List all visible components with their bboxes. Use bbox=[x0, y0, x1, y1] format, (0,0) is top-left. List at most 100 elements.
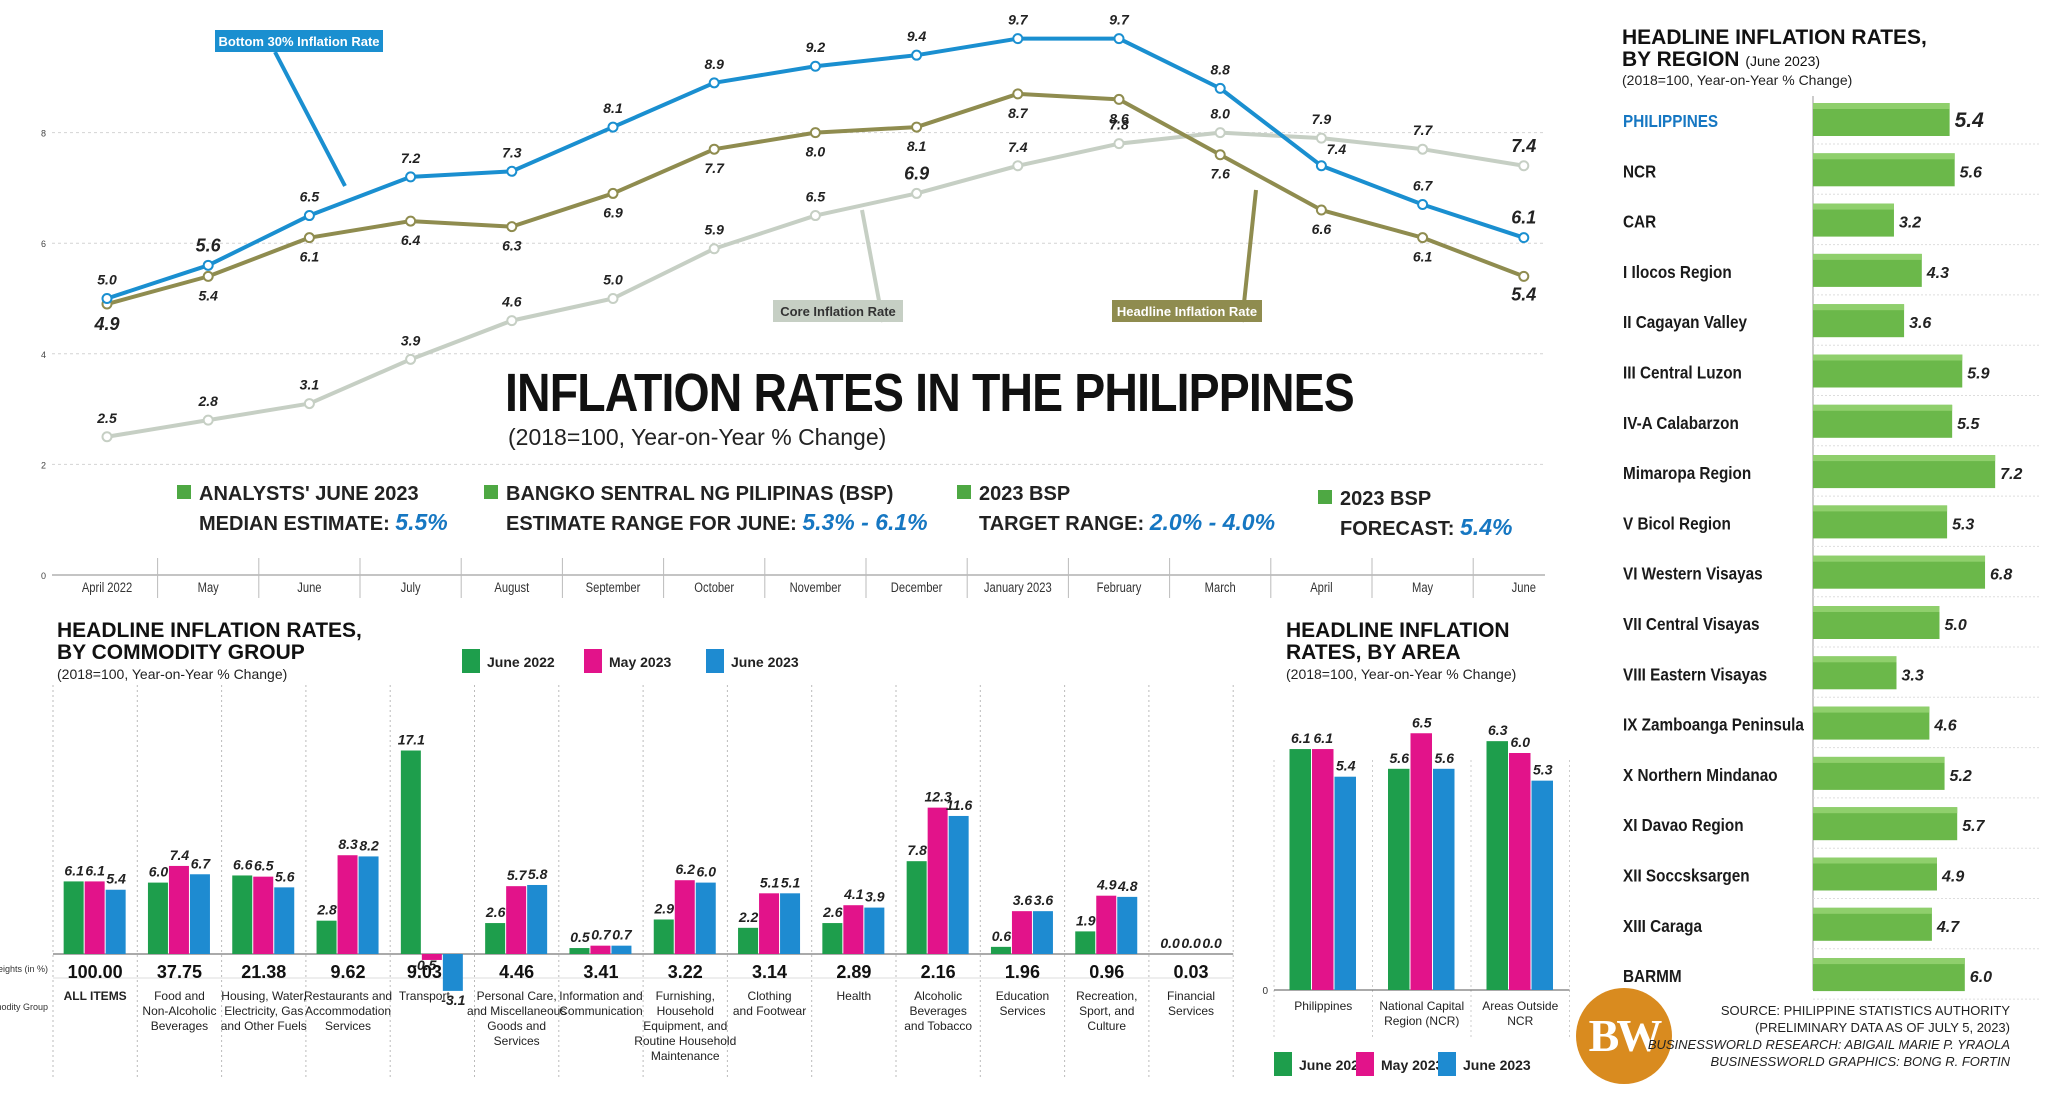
weight-value: 9.62 bbox=[331, 962, 366, 982]
region-value: 7.2 bbox=[2000, 466, 2022, 483]
area-section-title: HEADLINE INFLATION RATES, BY AREA bbox=[1286, 620, 1510, 664]
bar-value-label: 0.0 bbox=[1160, 935, 1180, 951]
category-label: National Capital bbox=[1379, 999, 1464, 1013]
region-bar-highlight bbox=[1813, 354, 1963, 361]
y-tick-label: 6 bbox=[41, 239, 46, 249]
data-label: 7.4 bbox=[1008, 139, 1028, 155]
area-title-line1: HEADLINE INFLATION bbox=[1286, 619, 1510, 642]
bar bbox=[63, 881, 84, 954]
businessworld-logo: BW bbox=[1576, 988, 1672, 1084]
series-point bbox=[1012, 160, 1024, 172]
y-tick-label: 0 bbox=[1262, 986, 1268, 997]
bar bbox=[189, 874, 210, 954]
category-label: Goods and bbox=[487, 1019, 546, 1033]
region-section-subtitle: (2018=100, Year-on-Year % Change) bbox=[1622, 72, 1853, 88]
series-point bbox=[1214, 82, 1226, 94]
bar-value-label: 5.8 bbox=[528, 866, 548, 882]
bar-value-label: 0.0 bbox=[1181, 935, 1201, 951]
region-value: 5.5 bbox=[1957, 416, 1980, 433]
info-box-bsp-estimate-range: BANGKO SENTRAL NG PILIPINAS (BSP) ESTIMA… bbox=[484, 480, 928, 538]
bar bbox=[527, 884, 548, 954]
category-label: Personal Care, bbox=[477, 989, 557, 1003]
bar-value-label: 6.0 bbox=[1511, 734, 1531, 750]
y-tick-label: 8 bbox=[41, 129, 46, 139]
bar bbox=[653, 919, 674, 954]
bar bbox=[400, 750, 421, 954]
info-box-line2: TARGET RANGE: bbox=[979, 513, 1145, 535]
data-label: 6.5 bbox=[806, 189, 826, 205]
bar-value-label: 2.2 bbox=[738, 909, 759, 925]
weight-value: 0.03 bbox=[1174, 962, 1209, 982]
category-label: Beverages bbox=[909, 1004, 966, 1018]
bar bbox=[590, 945, 611, 954]
region-name: BARMM bbox=[1623, 966, 1682, 986]
x-tick-label: December bbox=[891, 580, 943, 595]
bar bbox=[759, 893, 780, 954]
data-label: 7.7 bbox=[1413, 122, 1434, 138]
region-name: X Northern Mindanao bbox=[1623, 765, 1778, 785]
category-label: Clothing bbox=[748, 989, 792, 1003]
bar bbox=[1312, 749, 1334, 990]
category-label: ALL ITEMS bbox=[64, 989, 127, 1003]
category-label: Health bbox=[837, 989, 872, 1003]
x-tick-label: March bbox=[1205, 580, 1236, 595]
weight-value: 0.96 bbox=[1089, 962, 1124, 982]
region-bar-highlight bbox=[1813, 756, 1945, 763]
legend-label: June 2023 bbox=[731, 654, 799, 670]
bar bbox=[1011, 911, 1032, 954]
series-point bbox=[1012, 33, 1024, 45]
category-label: Restaurants and bbox=[304, 989, 392, 1003]
graphics-credit: BUSINESSWORLD GRAPHICS: BONG R. FORTIN bbox=[1710, 1054, 2010, 1069]
category-label: Furnishing, bbox=[656, 989, 715, 1003]
bar bbox=[1096, 895, 1117, 954]
info-box-bsp-forecast: 2023 BSP FORECAST: 5.4% bbox=[1318, 485, 1512, 543]
series-point bbox=[1113, 93, 1125, 105]
bar-value-label: 5.1 bbox=[781, 874, 801, 890]
data-label: 4.6 bbox=[501, 294, 522, 310]
series-tag-label: Bottom 30% Inflation Rate bbox=[218, 34, 379, 49]
bar-value-label: 2.6 bbox=[485, 904, 506, 920]
bar bbox=[442, 954, 463, 991]
bar bbox=[168, 865, 189, 954]
category-label: Beverages bbox=[151, 1019, 208, 1033]
category-label: Areas Outside bbox=[1482, 999, 1558, 1013]
region-bars bbox=[1812, 96, 2040, 1000]
region-value: 5.4 bbox=[1955, 109, 1985, 132]
legend-swatch bbox=[706, 649, 724, 673]
bar-value-label: 0.7 bbox=[591, 927, 612, 943]
data-label: 8.0 bbox=[806, 144, 826, 160]
region-bar-highlight bbox=[1813, 807, 1958, 814]
bar bbox=[316, 920, 337, 954]
line-chart-series-tags: Bottom 30% Inflation Rate Headline Inflat… bbox=[215, 30, 1262, 323]
series-point bbox=[1417, 232, 1429, 244]
line-chart-series bbox=[101, 33, 1530, 443]
series-point bbox=[202, 414, 214, 426]
bar-value-label: 6.1 bbox=[1291, 730, 1311, 746]
area-section-subtitle: (2018=100, Year-on-Year % Change) bbox=[1286, 666, 1517, 682]
data-label: 3.1 bbox=[300, 377, 320, 393]
x-tick-label: June bbox=[297, 580, 321, 595]
bar-value-label: 5.6 bbox=[1435, 750, 1455, 766]
legend-swatch bbox=[1274, 1052, 1292, 1076]
bar-value-label: 0.6 bbox=[992, 928, 1012, 944]
weight-value: 3.14 bbox=[752, 962, 787, 982]
commodity-bars bbox=[63, 750, 1138, 991]
data-label: 9.4 bbox=[907, 28, 927, 44]
series-point bbox=[303, 398, 315, 410]
data-label: 7.4 bbox=[1511, 136, 1536, 156]
category-label: and Tobacco bbox=[904, 1019, 972, 1033]
category-label: Transport bbox=[399, 989, 451, 1003]
category-label: and Other Fuels bbox=[221, 1019, 307, 1033]
bar-value-label: 5.1 bbox=[760, 874, 780, 890]
category-label: Alcoholic bbox=[914, 989, 962, 1003]
region-value: 4.7 bbox=[1936, 919, 1960, 936]
series-point bbox=[303, 232, 315, 244]
category-label: Services bbox=[325, 1019, 371, 1033]
y-tick-label: 2 bbox=[41, 460, 46, 470]
region-value: 5.7 bbox=[1962, 818, 1985, 835]
bar-value-label: 2.8 bbox=[316, 902, 337, 918]
region-bar-highlight bbox=[1813, 958, 1965, 965]
info-box-line1: 2023 BSP bbox=[1340, 488, 1432, 510]
bar-value-label: 4.8 bbox=[1117, 878, 1138, 894]
